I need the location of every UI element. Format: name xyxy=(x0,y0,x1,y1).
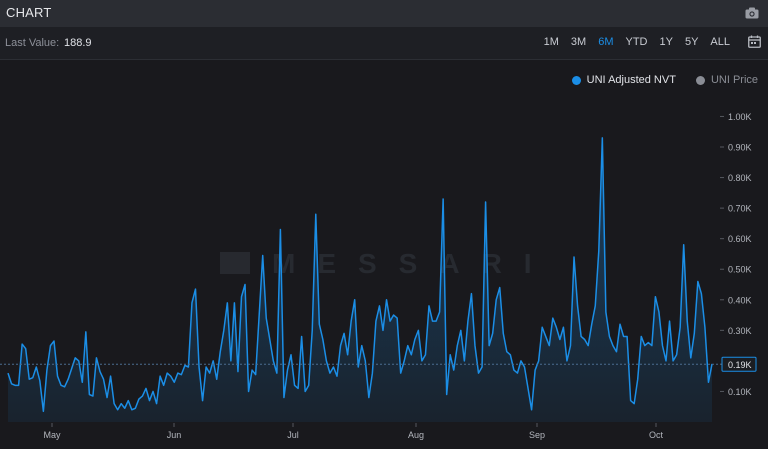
y-tick-label: 0.60K xyxy=(728,234,752,244)
x-tick-label: Jul xyxy=(287,430,299,440)
chart-title: CHART xyxy=(6,5,52,20)
legend-item-uni-price[interactable]: UNI Price xyxy=(695,74,758,86)
chart-header: CHART xyxy=(0,0,768,27)
y-tick-label: 0.19K xyxy=(728,360,752,370)
y-tick-label: 0.80K xyxy=(728,173,752,183)
x-tick-label: Jun xyxy=(167,430,182,440)
legend-dot xyxy=(571,75,581,85)
y-tick-label: 0.50K xyxy=(728,265,752,275)
series-line xyxy=(7,137,713,413)
calendar-icon[interactable] xyxy=(748,35,761,48)
last-value-label: Last Value: xyxy=(5,37,60,49)
x-tick-label: Sep xyxy=(529,430,545,440)
watermark-logo xyxy=(220,252,250,274)
legend-dot xyxy=(695,75,705,85)
legend-label: UNI Price xyxy=(710,74,758,86)
last-value: 188.9 xyxy=(64,37,92,49)
y-tick-label: 0.10K xyxy=(728,387,752,397)
y-tick-label: 1.00K xyxy=(728,112,752,122)
camera-icon[interactable] xyxy=(745,7,759,19)
range-button-1m[interactable]: 1M xyxy=(543,36,559,48)
x-tick-label: Oct xyxy=(649,430,664,440)
range-selector: 1M 3M 6M YTD 1Y 5Y ALL xyxy=(538,36,736,48)
y-tick-label: 0.90K xyxy=(728,143,752,153)
x-tick-label: Aug xyxy=(408,430,424,440)
legend-item-adjusted-nvt[interactable]: UNI Adjusted NVT xyxy=(571,74,676,86)
range-button-all[interactable]: ALL xyxy=(710,36,730,48)
y-tick-label: 0.40K xyxy=(728,295,752,305)
series-area xyxy=(8,137,712,422)
last-value-badge xyxy=(721,356,757,372)
range-button-3m[interactable]: 3M xyxy=(570,36,587,48)
legend: UNI Adjusted NVT UNI Price xyxy=(571,74,758,86)
range-button-5y[interactable]: 5Y xyxy=(684,36,699,48)
legend-label: UNI Adjusted NVT xyxy=(586,74,676,86)
x-tick-label: May xyxy=(43,430,61,440)
y-tick-label: 0.30K xyxy=(728,326,752,336)
range-button-1y[interactable]: 1Y xyxy=(659,36,673,48)
range-button-ytd[interactable]: YTD xyxy=(625,36,648,48)
watermark: MESSARI xyxy=(220,248,532,279)
y-tick-label: 0.70K xyxy=(728,204,752,214)
chart-toolbar: Last Value: 188.9 1M 3M 6M YTD 1Y 5Y ALL xyxy=(0,27,768,60)
range-button-6m[interactable]: 6M xyxy=(598,36,614,48)
